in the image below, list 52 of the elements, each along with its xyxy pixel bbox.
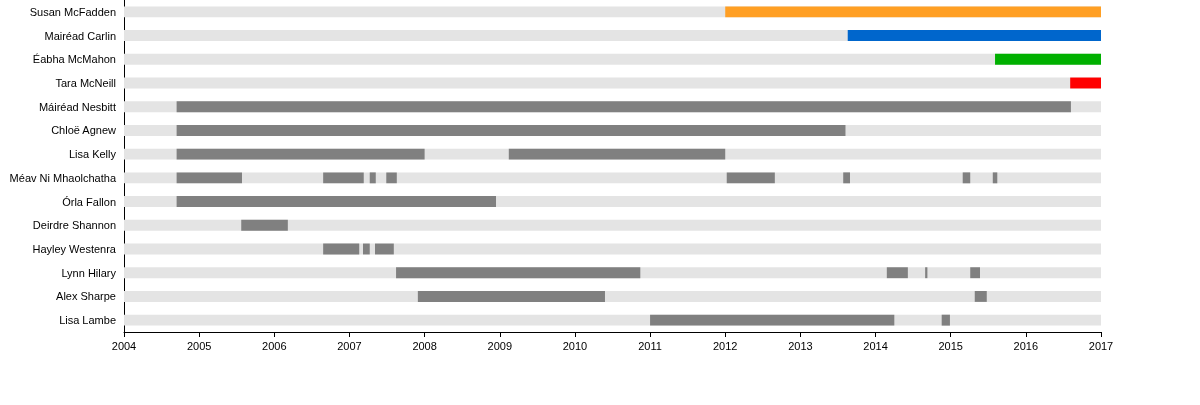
y-tick-label: Lisa Lambe [59, 314, 116, 327]
bar [362, 243, 370, 255]
x-tick-label: 2007 [337, 339, 362, 352]
x-tick-label: 2016 [1013, 339, 1039, 352]
bar [886, 267, 908, 279]
x-tick-label: 2017 [1088, 339, 1114, 352]
bar [508, 148, 726, 160]
bar [1070, 77, 1101, 89]
y-tick-label: Chloë Agnew [51, 124, 117, 137]
bar [241, 219, 288, 231]
x-tick-label: 2015 [938, 339, 963, 352]
bar [962, 172, 971, 184]
x-tick-label: 2011 [638, 339, 662, 352]
bar [396, 267, 641, 279]
y-tick-label: Deirdre Shannon [32, 219, 116, 232]
x-tick-label: 2006 [262, 339, 287, 352]
y-tick-label: Lisa Kelly [68, 148, 117, 161]
bar [417, 290, 605, 302]
x-tick-label: 2012 [712, 339, 738, 352]
x-tick-label: 2013 [788, 339, 813, 352]
y-tick-label: Méav Ni Mhaolchatha [9, 171, 117, 184]
bar [369, 172, 376, 184]
y-tick-label: Alex Sharpe [56, 290, 116, 303]
bar [650, 314, 895, 326]
bar [843, 172, 850, 184]
bar [726, 172, 775, 184]
bar [323, 243, 360, 255]
bar [386, 172, 397, 184]
bar [974, 290, 987, 302]
y-tick-label: Susan McFadden [29, 5, 116, 18]
bar [970, 267, 980, 279]
y-tick-label: Órla Fallon [62, 195, 116, 208]
y-tick-label: Hayley Westenra [32, 243, 117, 255]
y-tick-label: Mairéad Carlin [44, 29, 116, 42]
y-tick-label: Lynn Hilary [61, 266, 117, 279]
bar [992, 172, 998, 184]
y-tick-label: Tara McNeill [55, 77, 116, 89]
x-tick-label: 2008 [412, 339, 437, 352]
x-tick-label: 2014 [863, 339, 888, 352]
bar [176, 148, 425, 160]
x-tick-label: 2009 [487, 339, 513, 352]
x-tick-label: 2005 [186, 339, 212, 352]
bar [941, 314, 950, 326]
bar [375, 243, 394, 255]
y-tick-label: Éabha McMahon [32, 53, 116, 66]
x-tick-label: 2004 [111, 339, 137, 352]
bar [323, 172, 364, 184]
y-tick-label: Máiréad Nesbitt [38, 100, 116, 113]
bar [995, 53, 1101, 65]
x-tick-label: 2010 [562, 339, 588, 352]
bar [176, 196, 497, 208]
bar [176, 172, 242, 184]
